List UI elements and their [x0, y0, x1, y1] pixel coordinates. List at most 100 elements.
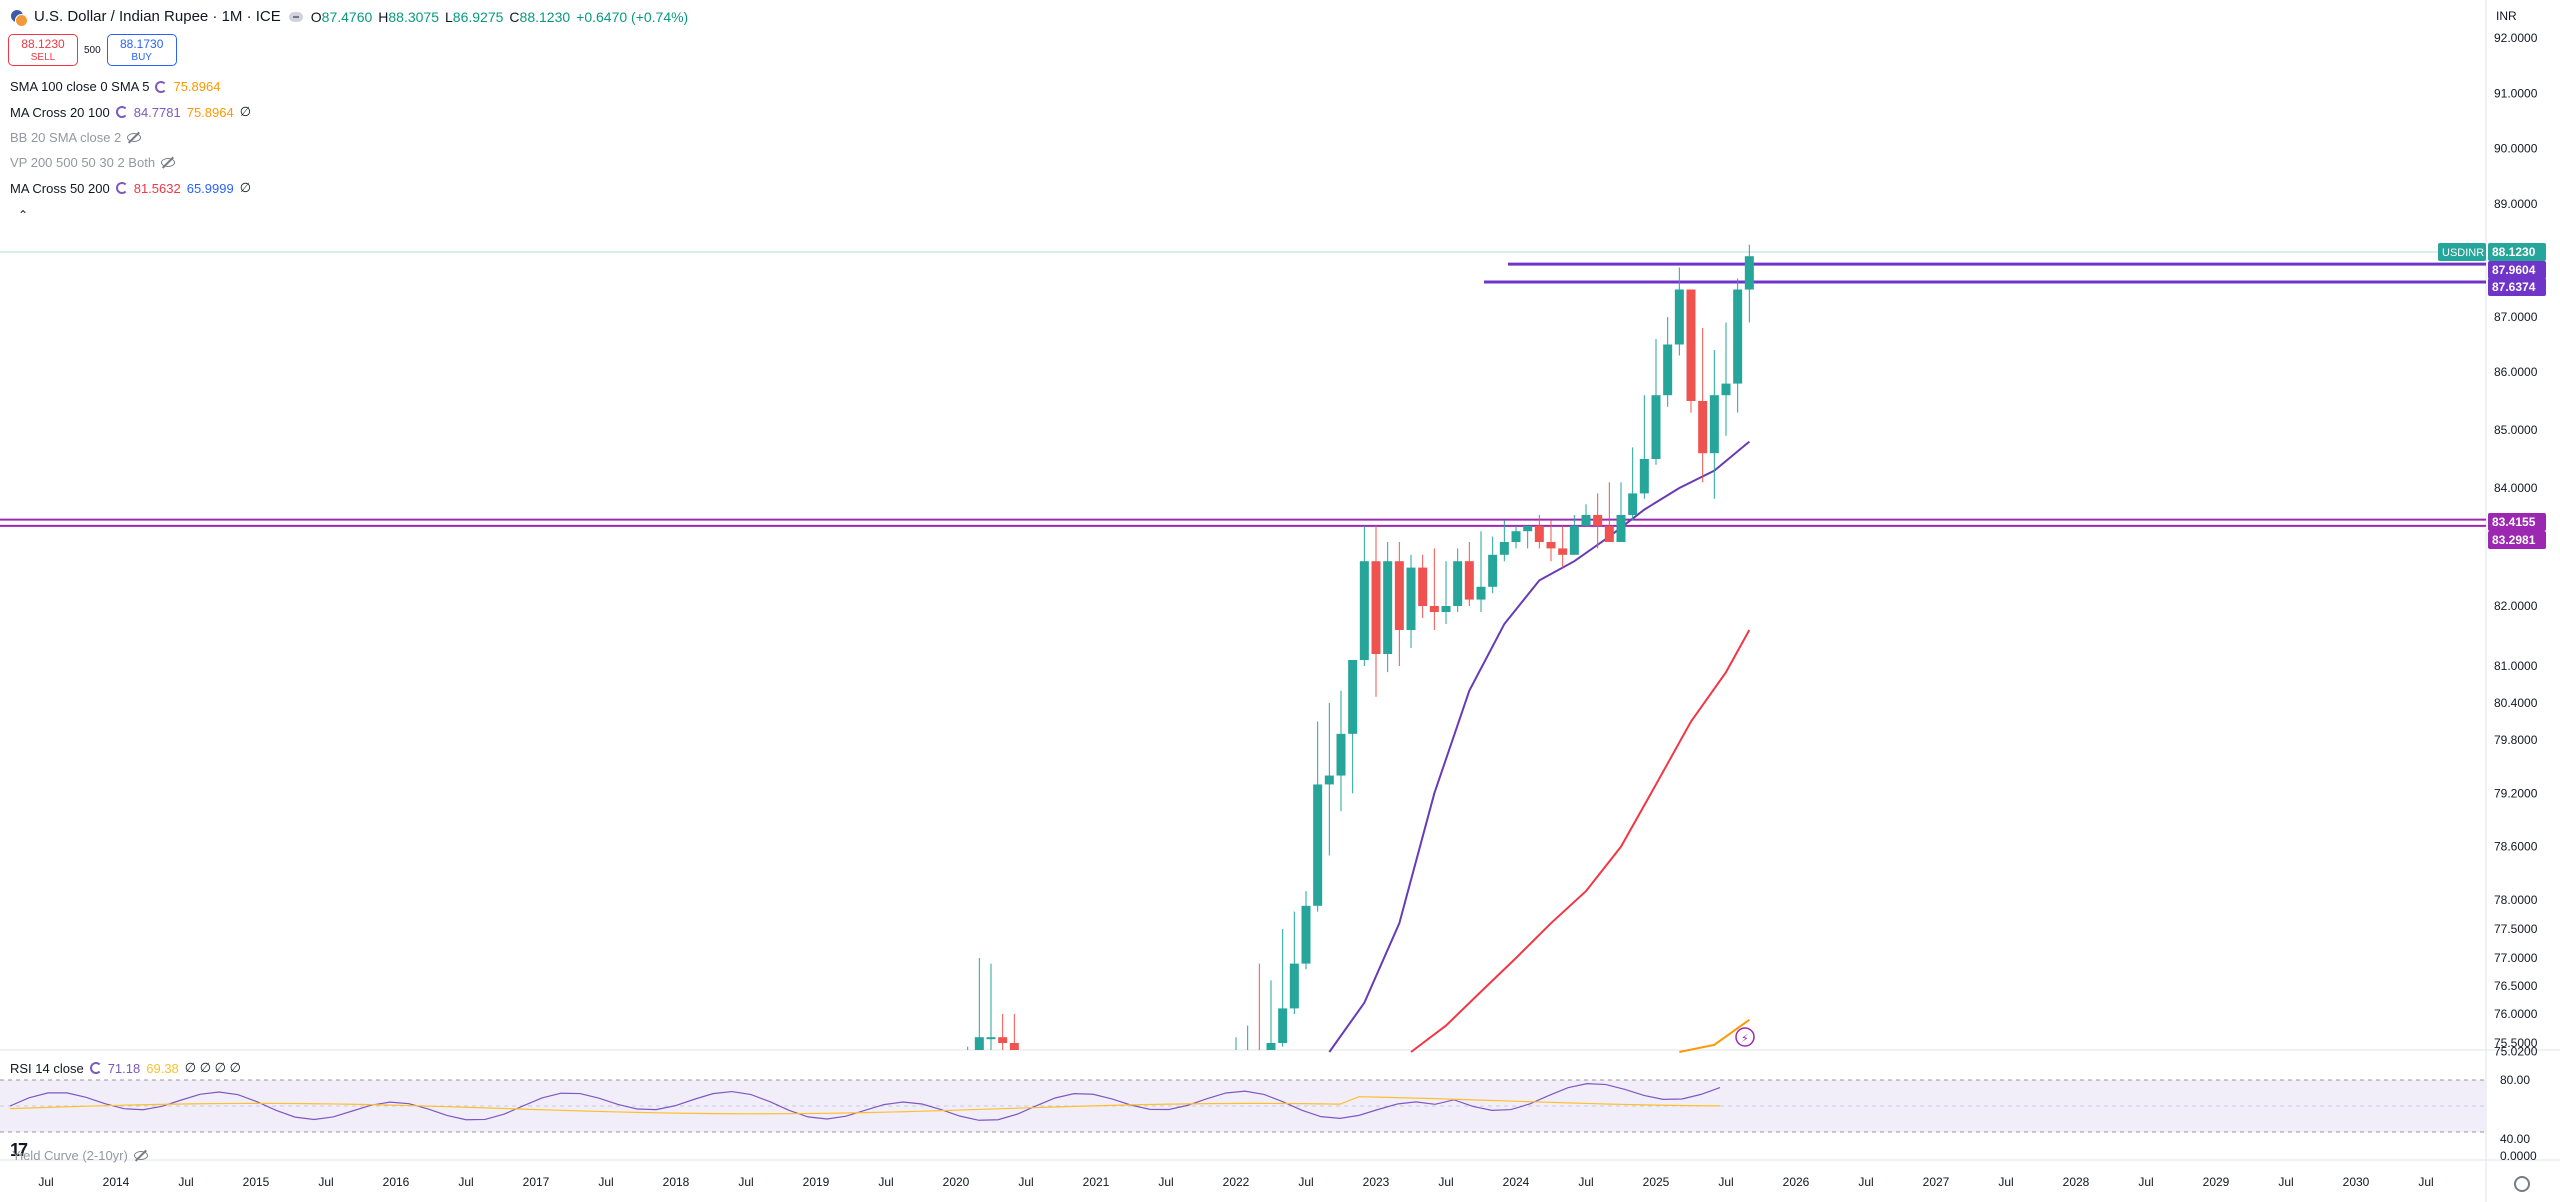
symbol-title[interactable]: U.S. Dollar / Indian Rupee · 1M · ICE	[34, 8, 281, 25]
price-tick-label: 79.8000	[2494, 733, 2538, 747]
candle	[1488, 536, 1498, 594]
lightning-icon	[1735, 1027, 1755, 1047]
candle	[1686, 289, 1696, 413]
candle-body	[1569, 525, 1579, 555]
time-tick-label: Jul	[2138, 1175, 2153, 1189]
candle	[1441, 561, 1451, 624]
time-tick-label: 2020	[943, 1175, 970, 1189]
candle-body	[1639, 459, 1649, 494]
candle-body	[1744, 256, 1754, 290]
candle	[1569, 515, 1579, 555]
time-tick-label: Jul	[38, 1175, 53, 1189]
candle	[1348, 660, 1358, 794]
candle	[1534, 515, 1544, 549]
collapse-indicators-button[interactable]: ⌃	[17, 208, 29, 222]
time-tick-label: 2022	[1223, 1175, 1250, 1189]
time-axis: Jul 2014 Jul 2015 Jul 2016 Jul 2017 Jul 2018 Jul 20…	[38, 1175, 2433, 1189]
time-tick-label: 2018	[663, 1175, 690, 1189]
price-badge-value: 83.4155	[2492, 515, 2536, 529]
candle-body	[1698, 401, 1708, 454]
yield-curve-indicator[interactable]: Yield Curve (2-10yr)	[12, 1148, 148, 1163]
candle-body	[1581, 515, 1591, 526]
moving-average-lines	[1328, 440, 1751, 1053]
candle-body	[1686, 289, 1696, 401]
rsi-axis-label: 0.0000	[2500, 1149, 2537, 1163]
candle	[1698, 328, 1708, 483]
horizontal-levels	[0, 262, 2486, 527]
candle-body	[1476, 586, 1486, 600]
candlestick-series	[967, 244, 1754, 1050]
candle	[1313, 721, 1323, 912]
price-tick-label: 80.4000	[2494, 696, 2538, 710]
price-tick-label: 77.5000	[2494, 922, 2538, 936]
candle-body	[1348, 660, 1358, 734]
indicator-settings-icon[interactable]	[89, 1062, 102, 1074]
candle-body	[1593, 515, 1603, 526]
gear-icon[interactable]	[2514, 1176, 2530, 1192]
price-badge-value: 83.2981	[2492, 533, 2536, 547]
candle	[1709, 350, 1719, 499]
candle	[1523, 525, 1533, 549]
price-tick-label: 84.0000	[2494, 481, 2538, 495]
candle	[1301, 891, 1311, 970]
low-value: 86.9275	[452, 8, 504, 25]
candle-body	[1558, 548, 1568, 555]
candle	[1511, 525, 1521, 549]
candle-body	[1406, 567, 1416, 630]
ma100-line	[1679, 1018, 1750, 1053]
indicator-ma-cross-50-200[interactable]: MA Cross 50 200 81.5632 65.9999 ∅	[10, 180, 252, 196]
time-tick-label: Jul	[598, 1175, 613, 1189]
rsi-axis-label: 80.00	[2500, 1073, 2530, 1087]
indicator-settings-icon[interactable]	[115, 182, 128, 194]
candle	[998, 1014, 1008, 1050]
indicator-settings-icon[interactable]	[115, 106, 128, 118]
candle-body	[1709, 395, 1719, 454]
candle-body	[1324, 775, 1334, 785]
candle	[1733, 278, 1743, 413]
time-tick-label: 2021	[1083, 1175, 1110, 1189]
candle-body	[1289, 963, 1299, 1009]
price-badge-value: 87.9604	[2492, 263, 2536, 277]
eye-off-icon[interactable]	[161, 158, 176, 167]
eye-off-icon[interactable]	[127, 133, 142, 142]
collapse-legend-icon[interactable]	[288, 11, 303, 22]
candle-body	[1313, 784, 1323, 906]
price-tick-label: 92.0000	[2494, 31, 2538, 45]
candle-body	[1278, 1008, 1288, 1043]
candle	[1581, 504, 1591, 526]
indicator-settings-icon[interactable]	[155, 80, 168, 93]
candle-body	[1394, 561, 1404, 630]
price-tick-label: 75.5000	[2494, 1036, 2538, 1050]
buy-button[interactable]: 88.1730 BUY	[106, 34, 177, 66]
indicator-vp[interactable]: VP 200 500 50 30 2 Both	[10, 155, 176, 170]
price-tick-label: 81.0000	[2494, 659, 2538, 673]
eye-off-icon[interactable]	[133, 1151, 148, 1160]
price-tick-label: 75.0200	[2494, 1045, 2538, 1059]
candle	[1744, 244, 1754, 323]
time-tick-label: Jul	[318, 1175, 333, 1189]
time-tick-label: 2027	[1923, 1175, 1950, 1189]
candle	[1593, 493, 1603, 549]
rsi-legend[interactable]: RSI 14 close 71.18 69.38 ∅ ∅ ∅ ∅	[10, 1060, 241, 1076]
candle	[986, 963, 996, 1050]
price-badges: USDINR 88.1230 87.9604 87.6374 83.4155 83.298…	[1735, 243, 2546, 1047]
time-tick-label: Jul	[878, 1175, 893, 1189]
price-tick-label: 77.0000	[2494, 951, 2538, 965]
rsi-ma-line	[9, 1096, 1721, 1115]
tradingview-logo: 17	[10, 1140, 28, 1160]
candle	[1429, 548, 1439, 630]
candle-body	[974, 1037, 984, 1050]
indicator-ma-cross-20-100[interactable]: MA Cross 20 100 84.7781 75.8964 ∅	[10, 104, 252, 120]
high-value: 88.3075	[388, 8, 439, 25]
indicator-sma100[interactable]: SMA 100 close 0 SMA 5 75.8964	[10, 79, 221, 94]
currency-label[interactable]: INR	[2496, 9, 2517, 23]
indicator-bb[interactable]: BB 20 SMA close 2	[10, 130, 142, 145]
price-tick-label: 89.0000	[2494, 197, 2538, 211]
time-tick-label: 2014	[103, 1175, 130, 1189]
candle	[1674, 267, 1684, 356]
time-tick-label: 2025	[1643, 1175, 1670, 1189]
candle-body	[1523, 525, 1533, 532]
candle	[1009, 1014, 1019, 1050]
sell-button[interactable]: 88.1230 SELL	[8, 34, 78, 66]
